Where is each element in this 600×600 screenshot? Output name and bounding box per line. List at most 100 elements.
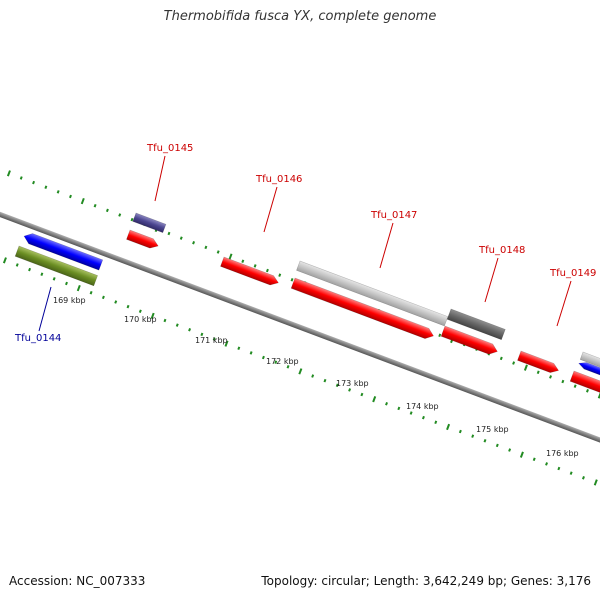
minor-tick — [175, 323, 179, 327]
minor-tick — [323, 378, 327, 383]
major-tick — [519, 451, 524, 458]
minor-tick — [286, 365, 290, 369]
label-leader-lines — [38, 155, 572, 332]
gene-tfu-0146-forward — [220, 256, 279, 286]
minor-tick — [19, 176, 23, 180]
major-tick — [6, 170, 11, 177]
minor-tick — [335, 383, 339, 388]
major-tick — [228, 253, 233, 260]
outer-tick-track — [6, 170, 600, 399]
tick-label-175: 175 kbp — [476, 425, 509, 434]
minor-tick — [512, 361, 516, 365]
gene-next-reverse — [578, 362, 600, 378]
minor-tick — [499, 356, 503, 361]
minor-tick — [397, 406, 401, 411]
minor-tick — [130, 217, 134, 222]
minor-tick — [101, 295, 105, 300]
tick-label-171: 171 kbp — [195, 336, 228, 345]
minor-tick — [495, 443, 499, 448]
minor-tick — [573, 384, 577, 388]
minor-tick — [114, 300, 118, 304]
gene-label-tfu-0147: Tfu_0147 — [370, 210, 417, 221]
minor-tick — [138, 309, 142, 314]
minor-tick — [200, 332, 204, 337]
minor-tick — [192, 240, 196, 245]
tick-label-176: 176 kbp — [546, 449, 579, 458]
gene-features — [14, 212, 600, 394]
minor-tick — [438, 333, 442, 338]
gene-label-tfu-0149: Tfu_0149 — [549, 268, 596, 279]
minor-tick — [167, 231, 171, 236]
minor-tick — [163, 318, 167, 323]
major-tick — [150, 312, 155, 320]
gene-label-tfu-0146: Tfu_0146 — [255, 174, 302, 185]
gene-label-tfu-0144: Tfu_0144 — [14, 333, 61, 344]
gene-labels: Tfu_0144 Tfu_0145 Tfu_0146 Tfu_0147 Tfu_… — [14, 143, 596, 344]
leader-tfu-0146 — [263, 186, 278, 233]
minor-tick — [385, 402, 388, 406]
gene-tfu-0147-forward — [290, 277, 434, 339]
accession-text: Accession: NC_007333 — [9, 574, 146, 588]
minor-tick — [32, 180, 36, 185]
gene-label-tfu-0145: Tfu_0145 — [146, 143, 193, 154]
minor-tick — [212, 337, 216, 341]
minor-tick — [421, 415, 425, 420]
major-tick — [372, 395, 377, 403]
minor-tick — [44, 185, 48, 189]
major-tick — [593, 479, 598, 486]
minor-tick — [586, 389, 589, 393]
gene-tfu-0144-reverse — [23, 233, 104, 271]
minor-tick — [290, 278, 294, 282]
leader-tfu-0145 — [154, 155, 166, 202]
gene-label-tfu-0148: Tfu_0148 — [478, 245, 525, 256]
major-tick — [298, 368, 303, 375]
tick-label-173: 173 kbp — [336, 379, 369, 388]
minor-tick — [471, 434, 475, 438]
tick-label-170: 170 kbp — [124, 315, 157, 324]
minor-tick — [28, 267, 32, 272]
minor-tick — [261, 355, 265, 360]
gene-next-lane — [579, 351, 600, 371]
leader-tfu-0149 — [556, 280, 572, 327]
minor-tick — [52, 277, 56, 281]
minor-tick — [118, 213, 122, 217]
minor-tick — [241, 259, 245, 264]
tick-label-172: 172 kbp — [266, 357, 299, 366]
gene-tfu-0149-forward — [517, 350, 559, 373]
minor-tick — [188, 327, 192, 332]
tick-tracks — [2, 170, 600, 486]
minor-tick — [15, 263, 19, 267]
genome-backbone — [0, 208, 600, 460]
gene-next-forward — [569, 370, 600, 394]
leader-tfu-0147 — [379, 222, 394, 269]
minor-tick — [311, 374, 315, 378]
minor-tick — [65, 281, 68, 286]
minor-tick — [532, 457, 536, 462]
minor-tick — [545, 462, 549, 466]
minor-tick — [557, 466, 561, 471]
minor-tick — [237, 346, 241, 351]
tick-label-174: 174 kbp — [406, 402, 439, 411]
minor-tick — [93, 203, 97, 208]
major-tick — [446, 423, 451, 431]
major-tick — [80, 197, 85, 205]
minor-tick — [179, 236, 183, 240]
major-tick — [224, 340, 229, 347]
minor-tick — [204, 245, 208, 250]
major-tick — [2, 257, 7, 264]
minor-tick — [409, 411, 413, 415]
minor-tick — [348, 388, 352, 392]
minor-tick — [216, 250, 220, 254]
minor-tick — [89, 290, 93, 295]
minor-tick — [278, 273, 282, 277]
minor-tick — [56, 190, 60, 194]
minor-tick — [582, 476, 585, 480]
genome-summary-text: Topology: circular; Length: 3,642,249 bp… — [261, 574, 591, 588]
minor-tick — [274, 360, 278, 364]
minor-tick — [265, 268, 269, 273]
minor-tick — [69, 194, 72, 199]
minor-tick — [569, 471, 573, 475]
leader-tfu-0148 — [484, 257, 499, 303]
gene-tfu-0144-lane — [14, 245, 98, 287]
